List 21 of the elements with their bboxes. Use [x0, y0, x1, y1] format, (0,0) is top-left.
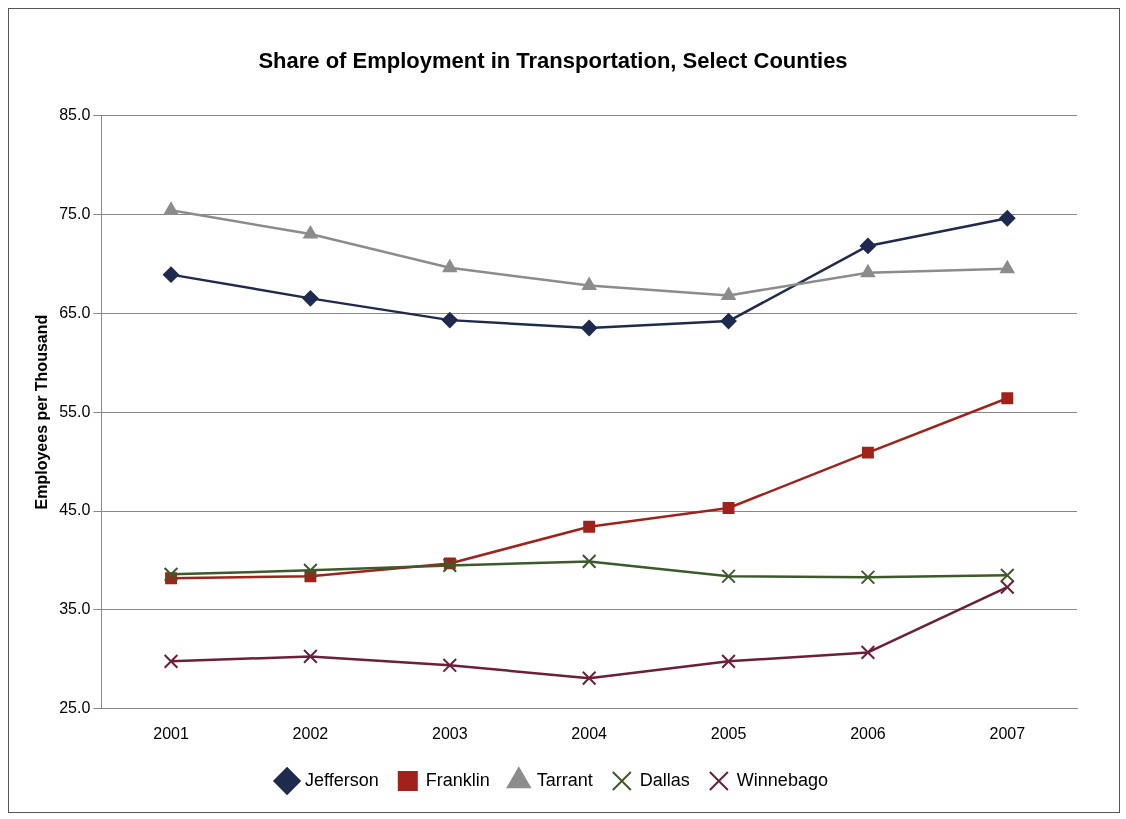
- chart-title: Share of Employment in Transportation, Select Counties: [258, 48, 848, 74]
- x-tick-label: 2007: [989, 724, 1026, 742]
- x-tick-label: 2002: [292, 724, 329, 742]
- y-axis-title: Employees per Thousand: [33, 314, 51, 510]
- y-tick-label: 75.0: [59, 204, 91, 222]
- legend-label: Winnebago: [736, 769, 828, 790]
- x-tick-label: 2005: [710, 724, 747, 742]
- y-tick-label: 45.0: [59, 501, 91, 519]
- x-tick-label: 2004: [571, 724, 608, 742]
- y-tick-label: 55.0: [59, 402, 91, 420]
- x-tick-label: 2003: [431, 724, 468, 742]
- y-tick-label: 85.0: [59, 105, 91, 123]
- legend-label: Dallas: [639, 769, 690, 790]
- y-tick-label: 25.0: [59, 699, 91, 717]
- y-tick-label: 65.0: [59, 303, 91, 321]
- legend-label: Jefferson: [305, 769, 379, 790]
- x-tick-label: 2006: [850, 724, 886, 742]
- y-tick-label: 35.0: [59, 600, 91, 618]
- legend-label: Tarrant: [536, 769, 593, 790]
- legend-label: Franklin: [425, 769, 490, 790]
- x-tick-label: 2001: [153, 724, 189, 742]
